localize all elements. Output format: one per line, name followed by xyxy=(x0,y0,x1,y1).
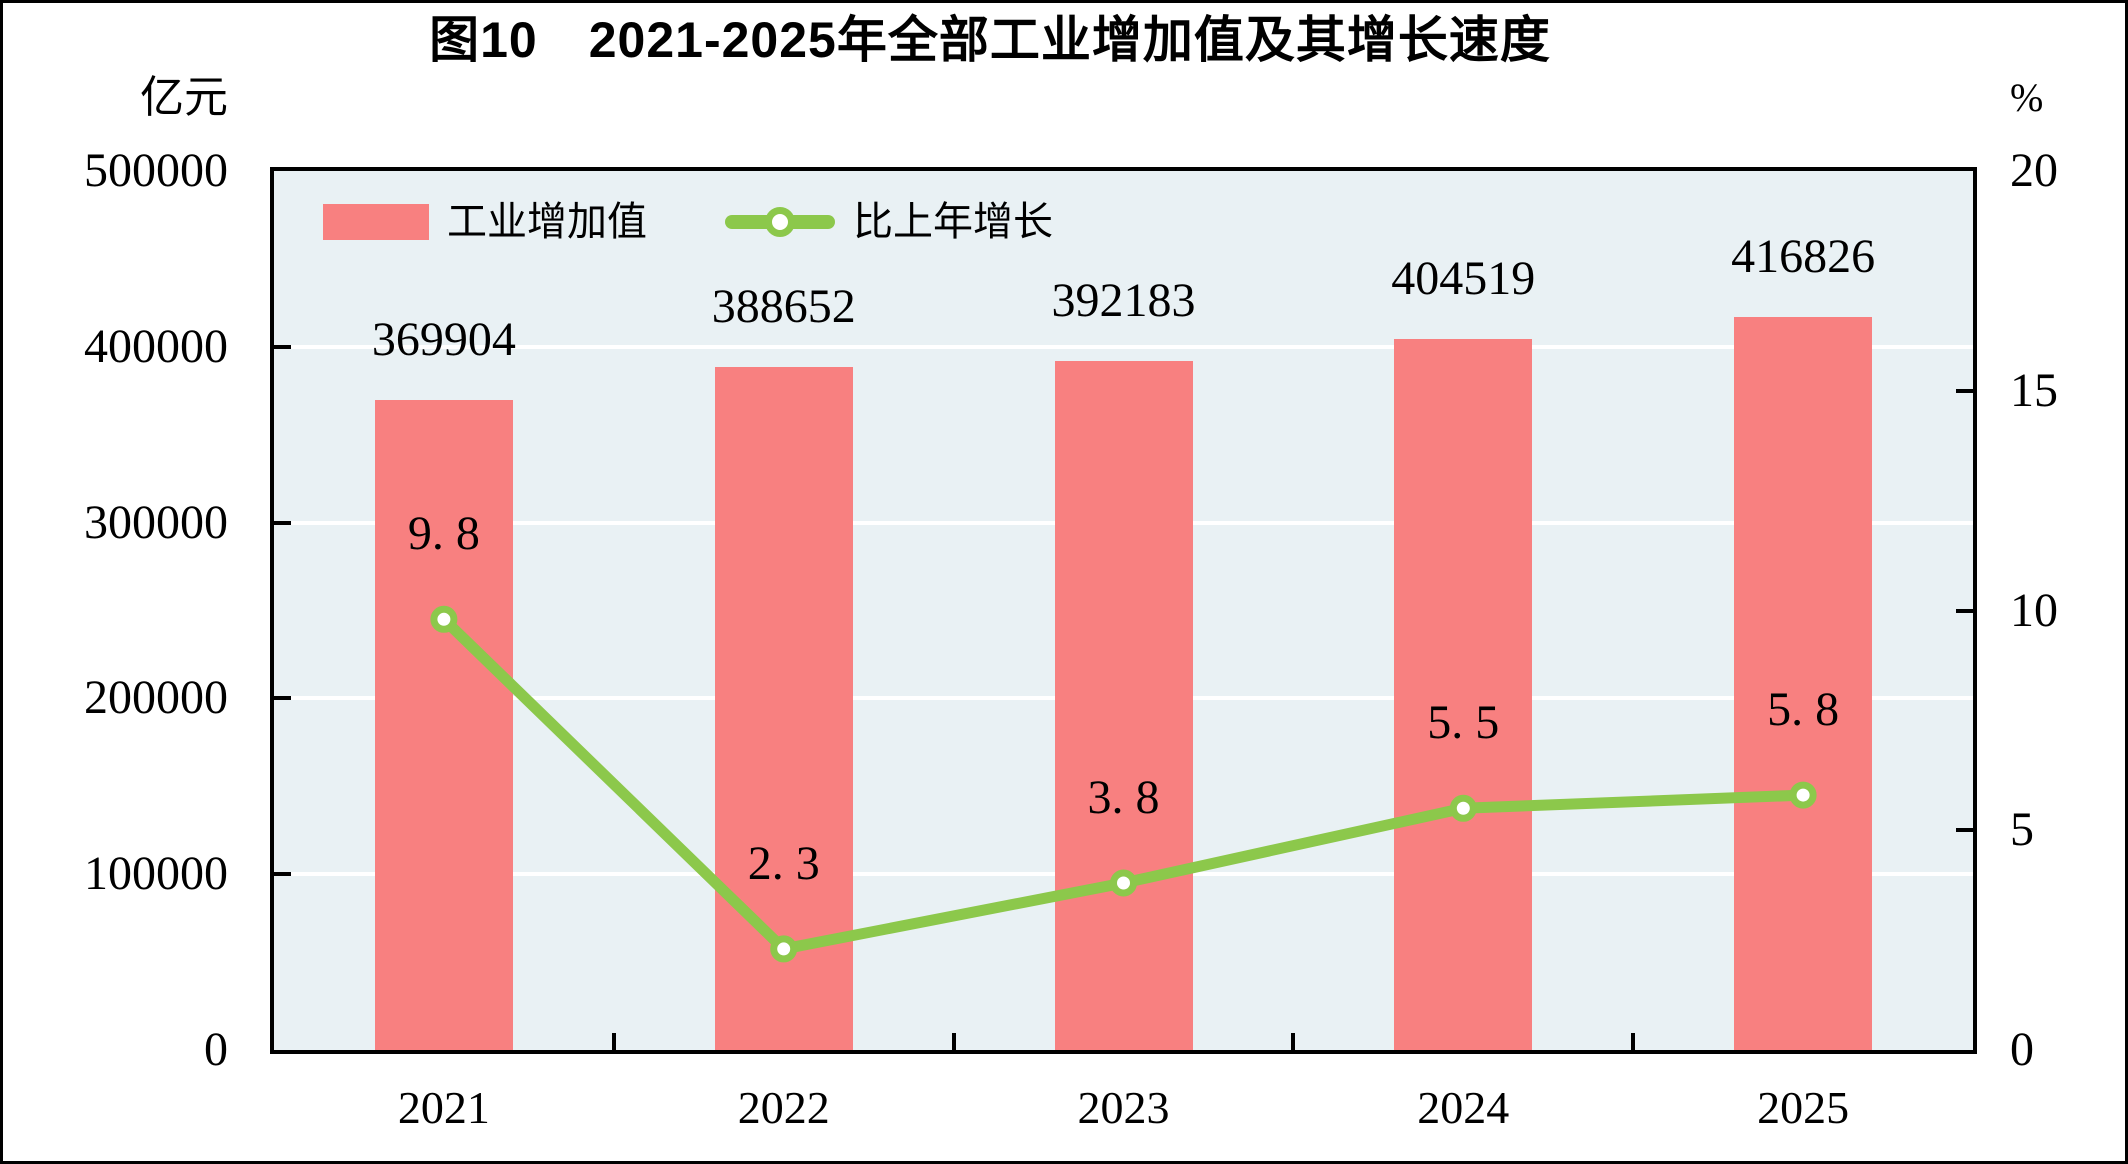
chart-title: 图10 2021-2025年全部工业增加值及其增长速度 xyxy=(429,12,1551,68)
bar xyxy=(1734,317,1873,1050)
left-axis-tick-label: 300000 xyxy=(84,495,228,549)
right-axis-tick-label: 5 xyxy=(2010,803,2034,857)
legend-bar-label: 工业增加值 xyxy=(447,199,647,244)
rate-value-label: 2. 3 xyxy=(747,836,820,890)
line-point-marker xyxy=(1110,869,1137,897)
left-axis-tick xyxy=(274,520,291,525)
x-axis-category-label: 2022 xyxy=(737,1082,830,1133)
right-axis-tick xyxy=(1956,388,1973,393)
right-axis-tick-label: 20 xyxy=(2010,144,2058,197)
right-axis-tick xyxy=(1956,828,1973,833)
left-axis-tick-label: 400000 xyxy=(84,319,228,373)
line-point-marker xyxy=(770,935,798,963)
bar-value-label: 416826 xyxy=(1731,230,1876,284)
left-axis-tick-label: 500000 xyxy=(84,144,228,197)
line-point-marker xyxy=(1449,794,1477,822)
x-axis-category-label: 2023 xyxy=(1077,1082,1170,1133)
left-axis-tick xyxy=(274,344,291,349)
line-point-marker xyxy=(430,605,458,633)
x-axis-tick xyxy=(1291,1033,1296,1050)
right-axis-tick-label: 10 xyxy=(2010,583,2058,637)
legend-line-marker-icon xyxy=(765,207,795,237)
left-axis-tick-label: 100000 xyxy=(84,847,228,901)
right-axis-tick-label: 15 xyxy=(2010,363,2058,417)
rate-value-label: 9. 8 xyxy=(407,507,480,561)
bar-value-label: 369904 xyxy=(371,312,516,366)
rate-value-label: 5. 5 xyxy=(1427,696,1500,750)
bar-value-label: 388652 xyxy=(711,279,856,333)
legend-line-label: 比上年增长 xyxy=(853,199,1053,244)
right-axis-tick-label: 0 xyxy=(2010,1023,2034,1076)
left-axis-tick-label: 0 xyxy=(204,1023,228,1076)
x-axis-tick xyxy=(951,1033,956,1050)
left-axis-tick xyxy=(274,872,291,877)
x-axis-tick xyxy=(1631,1033,1636,1050)
plot-area: 369904 388652 392183 404519 416826 9. 8 2. 3 3.… xyxy=(270,167,1977,1054)
bar-value-label: 392183 xyxy=(1051,273,1196,327)
legend-bar-swatch xyxy=(323,204,429,240)
rate-value-label: 5. 8 xyxy=(1767,683,1840,737)
right-axis-unit: % xyxy=(2010,75,2044,120)
legend: 工业增加值 比上年增长 xyxy=(323,200,1053,244)
line-point-marker xyxy=(1789,781,1817,809)
bar xyxy=(1054,360,1193,1050)
x-axis-category-label: 2025 xyxy=(1757,1082,1850,1133)
left-axis-tick xyxy=(274,696,291,701)
legend-line-swatch xyxy=(725,207,835,237)
x-axis-category-label: 2021 xyxy=(397,1082,490,1133)
bar xyxy=(1394,338,1533,1050)
left-axis-tick-label: 200000 xyxy=(84,671,228,725)
gridline xyxy=(274,344,1973,349)
x-axis-tick xyxy=(611,1033,616,1050)
rate-value-label: 3. 8 xyxy=(1087,770,1160,824)
growth-line-layer xyxy=(430,605,1817,963)
bar-value-label: 404519 xyxy=(1391,251,1536,305)
bar xyxy=(374,399,513,1050)
left-axis-unit: 亿元 xyxy=(140,73,228,122)
x-axis-category-label: 2024 xyxy=(1417,1082,1510,1133)
right-axis-tick xyxy=(1956,608,1973,613)
